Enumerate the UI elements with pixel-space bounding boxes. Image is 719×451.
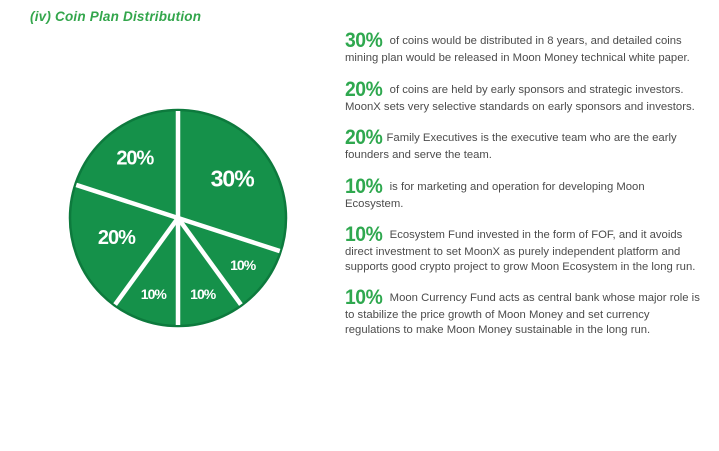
item-text: of coins are held by early sponsors and … <box>345 83 695 113</box>
distribution-item: 10% Moon Currency Fund acts as central b… <box>345 287 702 337</box>
svg-text:10%: 10% <box>141 286 168 302</box>
distribution-descriptions: 30% of coins would be distributed in 8 y… <box>345 30 702 350</box>
section-title: (iv) Coin Plan Distribution <box>30 9 201 24</box>
percent-value: 10% <box>345 286 383 309</box>
distribution-item: 10% Ecosystem Fund invested in the form … <box>345 224 702 274</box>
page-title: Coin Plan Distribution <box>55 9 202 24</box>
percent-value: 10% <box>345 223 383 246</box>
svg-text:20%: 20% <box>98 227 136 249</box>
pie-chart-container: 30% 10% 10% 10% 20% 20% <box>64 104 292 332</box>
pie-chart: 30% 10% 10% 10% 20% 20% <box>68 108 288 328</box>
percent-value: 10% <box>345 174 383 198</box>
svg-text:10%: 10% <box>230 257 257 273</box>
svg-text:30%: 30% <box>211 166 255 192</box>
item-text: Moon Currency Fund acts as central bank … <box>345 292 700 336</box>
percent-value: 20% <box>345 77 383 101</box>
item-text: is for marketing and operation for devel… <box>345 180 645 210</box>
distribution-item: 10% is for marketing and operation for d… <box>345 176 702 212</box>
percent-value: 30% <box>345 29 383 52</box>
section-number: (iv) <box>30 9 56 24</box>
percent-value: 20% <box>345 126 383 149</box>
item-text: Family Executives is the executive team … <box>345 132 677 161</box>
svg-text:10%: 10% <box>190 286 217 302</box>
distribution-item: 20% Family Executives is the executive te… <box>345 127 702 163</box>
item-text: of coins would be distributed in 8 years… <box>345 35 690 64</box>
distribution-item: 20% of coins are held by early sponsors … <box>345 79 702 115</box>
svg-text:20%: 20% <box>116 148 154 170</box>
item-text: Ecosystem Fund invested in the form of F… <box>345 229 696 273</box>
distribution-item: 30% of coins would be distributed in 8 y… <box>345 30 702 66</box>
